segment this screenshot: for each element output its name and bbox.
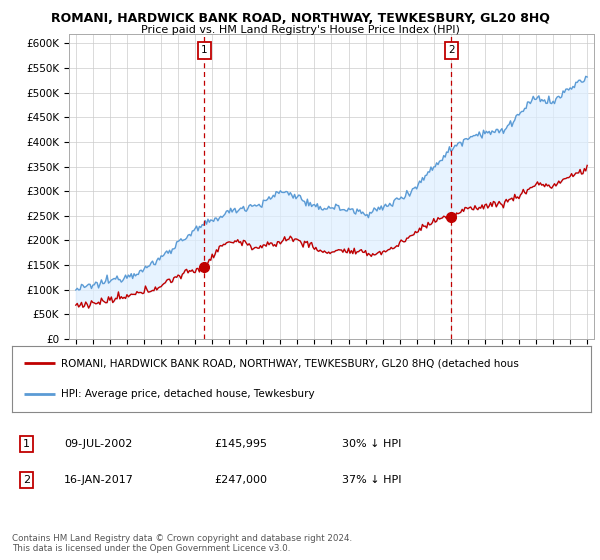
Text: 1: 1 — [201, 45, 208, 55]
Text: ROMANI, HARDWICK BANK ROAD, NORTHWAY, TEWKESBURY, GL20 8HQ (detached hous: ROMANI, HARDWICK BANK ROAD, NORTHWAY, TE… — [61, 358, 519, 368]
Text: Contains HM Land Registry data © Crown copyright and database right 2024.
This d: Contains HM Land Registry data © Crown c… — [12, 534, 352, 553]
Text: 2: 2 — [448, 45, 455, 55]
Text: 2: 2 — [23, 475, 30, 484]
Text: ROMANI, HARDWICK BANK ROAD, NORTHWAY, TEWKESBURY, GL20 8HQ: ROMANI, HARDWICK BANK ROAD, NORTHWAY, TE… — [50, 12, 550, 25]
Text: £145,995: £145,995 — [215, 440, 268, 449]
Text: HPI: Average price, detached house, Tewkesbury: HPI: Average price, detached house, Tewk… — [61, 389, 315, 399]
Text: 1: 1 — [23, 440, 30, 449]
Text: Price paid vs. HM Land Registry's House Price Index (HPI): Price paid vs. HM Land Registry's House … — [140, 25, 460, 35]
Text: £247,000: £247,000 — [215, 475, 268, 484]
Text: 09-JUL-2002: 09-JUL-2002 — [64, 440, 133, 449]
Text: 16-JAN-2017: 16-JAN-2017 — [64, 475, 134, 484]
Text: 30% ↓ HPI: 30% ↓ HPI — [342, 440, 401, 449]
Text: 37% ↓ HPI: 37% ↓ HPI — [342, 475, 401, 484]
